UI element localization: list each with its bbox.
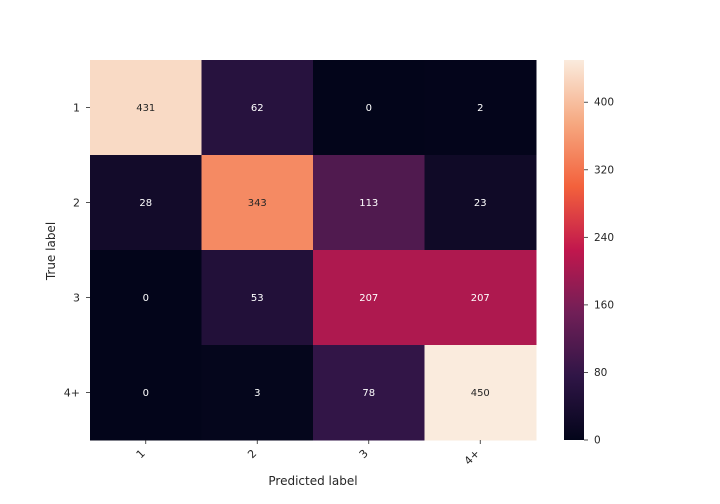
x-tick-label: 3 <box>357 447 371 461</box>
heatmap-cell <box>90 345 202 441</box>
heatmap-cell <box>90 60 202 156</box>
cell-value-label: 62 <box>251 103 264 114</box>
y-axis-ticks: 1 2 3 4+ <box>64 102 90 400</box>
cell-value-label: 343 <box>248 198 267 209</box>
colorbar-tick-label: 240 <box>594 232 614 244</box>
heatmap-cell <box>201 345 314 441</box>
heatmap-cells <box>90 60 537 441</box>
y-tick-label: 3 <box>73 292 80 305</box>
colorbar-tick-label: 160 <box>594 299 614 311</box>
heatmap-cell <box>313 155 425 251</box>
heatmap-cell <box>313 345 425 441</box>
cell-value-label: 53 <box>251 293 264 304</box>
heatmap-cell <box>424 250 537 346</box>
y-tick-label: 2 <box>73 197 80 210</box>
x-tick-label: 2 <box>245 447 259 461</box>
heatmap-cell <box>424 155 537 251</box>
colorbar-tick-label: 400 <box>594 97 614 109</box>
cell-value-label: 113 <box>359 198 378 209</box>
heatmap-cell-labels: 431 62 0 2 28 343 113 23 0 53 207 207 0 3 78 450 <box>136 103 490 399</box>
heatmap-cell <box>424 60 537 156</box>
cell-value-label: 0 <box>366 103 372 114</box>
cell-value-label: 78 <box>362 388 375 399</box>
heatmap-cell <box>313 60 425 156</box>
x-tick-label: 1 <box>134 447 148 461</box>
x-tick-label: 4+ <box>462 447 483 468</box>
colorbar-tick-label: 0 <box>594 435 601 447</box>
x-axis-title: Predicted label <box>268 474 357 488</box>
heatmap-cell <box>201 155 314 251</box>
x-axis-ticks: 1 2 3 4+ <box>134 440 483 468</box>
colorbar-tick-label: 80 <box>594 367 607 379</box>
cell-value-label: 207 <box>471 293 490 304</box>
y-tick-label: 1 <box>73 102 80 115</box>
cell-value-label: 450 <box>471 388 490 399</box>
cell-value-label: 0 <box>143 293 149 304</box>
colorbar <box>564 60 584 440</box>
cell-value-label: 23 <box>474 198 487 209</box>
cell-value-label: 0 <box>143 388 149 399</box>
cell-value-label: 2 <box>477 103 483 114</box>
cell-value-label: 28 <box>139 198 152 209</box>
cell-value-label: 3 <box>254 388 260 399</box>
heatmap-cell <box>424 345 537 441</box>
heatmap-cell <box>201 250 314 346</box>
cell-value-label: 207 <box>359 293 378 304</box>
colorbar-ticks: 0 80 160 240 320 400 <box>584 97 614 447</box>
heatmap-cell <box>90 250 202 346</box>
heatmap-cell <box>313 250 425 346</box>
y-axis-title: True label <box>44 222 58 281</box>
y-tick-label: 4+ <box>64 387 80 400</box>
cell-value-label: 431 <box>136 103 155 114</box>
colorbar-tick-label: 320 <box>594 164 614 176</box>
heatmap-cell <box>201 60 314 156</box>
heatmap-cell <box>90 155 202 251</box>
